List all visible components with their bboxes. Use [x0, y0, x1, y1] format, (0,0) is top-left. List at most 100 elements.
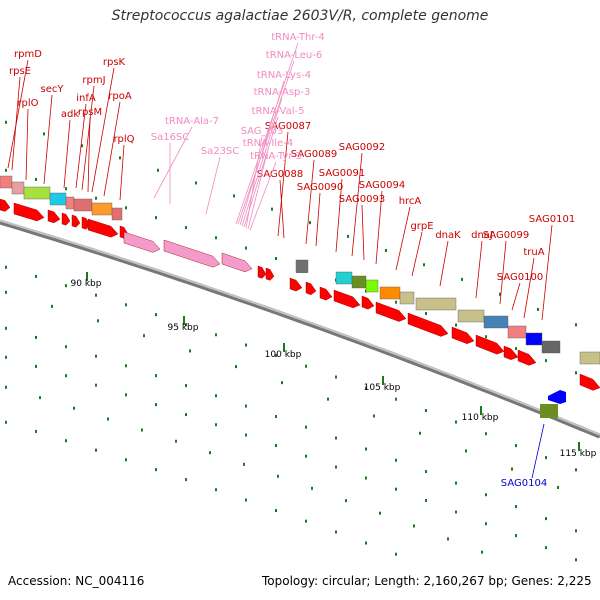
track-dot	[5, 120, 7, 124]
gene-label: SAG0092	[339, 142, 385, 153]
rna-arrow	[221, 252, 253, 273]
cds-arrow	[361, 295, 375, 310]
leader-line	[153, 126, 193, 199]
track-dot	[281, 381, 283, 385]
track-dot	[425, 470, 427, 474]
cog-box	[483, 315, 509, 329]
gene-label: rplO	[17, 98, 38, 109]
track-dot	[465, 449, 467, 453]
track-dot	[335, 465, 337, 469]
track-dot	[379, 511, 381, 515]
track-dot	[413, 524, 415, 528]
leader-line	[245, 136, 263, 229]
leader-line	[439, 240, 449, 287]
cds-arrow	[61, 212, 71, 226]
kbp-tick-label: 115 kbp	[560, 449, 597, 459]
track-dot	[185, 478, 187, 482]
leader-line	[235, 42, 299, 225]
cds-arrow	[517, 349, 537, 366]
cds-arrow	[319, 286, 333, 301]
gene-label: rpsK	[103, 57, 126, 68]
kbp-tick-mark	[283, 343, 285, 352]
leader-line	[351, 152, 363, 257]
kbp-tick-label: 110 kbp	[462, 413, 499, 423]
kbp-tick-mark	[578, 442, 580, 451]
leader-line	[205, 156, 221, 215]
track-dot	[39, 396, 41, 400]
cds-box	[296, 261, 308, 273]
track-dot	[243, 462, 245, 466]
track-dot	[455, 481, 457, 485]
track-dot	[245, 246, 247, 250]
leader-line	[411, 231, 423, 277]
track-dot	[5, 265, 7, 269]
leader-line	[523, 257, 535, 319]
track-dot	[425, 312, 427, 316]
track-dot	[95, 354, 97, 358]
cog-box	[111, 207, 123, 221]
track-dot	[5, 326, 7, 330]
track-dot	[395, 458, 397, 462]
leader-line	[361, 204, 365, 261]
track-dot	[185, 413, 187, 417]
leader-line	[237, 60, 295, 225]
track-dot	[185, 226, 187, 230]
track-dot	[455, 420, 457, 424]
leader-line	[81, 85, 95, 191]
rna-label: tRNA-Thr-4	[271, 32, 325, 43]
track-dot	[209, 451, 211, 455]
leader-line	[91, 67, 115, 193]
track-dot	[125, 393, 127, 397]
gene-label: rpsM	[78, 107, 102, 118]
cds-arrow	[305, 281, 317, 296]
track-dot	[275, 415, 277, 419]
track-dot	[485, 522, 487, 526]
track-dot	[245, 498, 247, 502]
track-dot	[95, 383, 97, 387]
rna-label: tRNA-Asp-3	[254, 87, 311, 98]
gene-label: hrcA	[399, 196, 422, 207]
track-dot	[575, 558, 577, 562]
cog-box	[0, 175, 13, 189]
track-dot	[575, 529, 577, 533]
track-dot	[275, 444, 277, 448]
cds-arrow	[503, 345, 519, 360]
track-dot	[125, 206, 127, 210]
track-dot	[185, 323, 187, 327]
cog-box	[415, 297, 457, 311]
cog-box	[525, 332, 543, 346]
track-dot	[537, 307, 539, 311]
cds-arrow	[47, 209, 61, 224]
gene-label: rplQ	[113, 134, 134, 145]
rna-arrow	[123, 231, 161, 253]
gene-label: SAG0091	[319, 168, 365, 179]
track-dot	[575, 371, 577, 375]
track-dot	[65, 374, 67, 378]
cds-arrow	[289, 277, 303, 292]
track-dot	[419, 431, 421, 435]
track-dot	[277, 474, 279, 478]
backbone-shadow	[0, 219, 600, 439]
leader-line	[475, 240, 483, 299]
track-dot	[95, 293, 97, 297]
gene-label: grpE	[410, 221, 433, 232]
track-dot	[175, 439, 177, 443]
cog-box	[91, 202, 113, 216]
track-dot	[425, 499, 427, 503]
track-dot	[515, 534, 517, 538]
leader-line	[63, 119, 71, 189]
track-dot	[485, 493, 487, 497]
track-dot	[515, 505, 517, 509]
cds-arrow	[87, 218, 119, 238]
leader-line	[7, 59, 29, 169]
track-dot	[423, 263, 425, 267]
track-dot	[347, 234, 349, 238]
kbp-tick-mark	[86, 272, 88, 281]
cog-box	[579, 351, 600, 365]
track-dot	[5, 168, 7, 172]
gene-label: dnaJ	[471, 230, 493, 241]
gene-label: dnaK	[435, 230, 461, 241]
leader-line	[247, 148, 269, 230]
gene-label: SAG0093	[339, 194, 385, 205]
track-dot	[271, 207, 273, 211]
